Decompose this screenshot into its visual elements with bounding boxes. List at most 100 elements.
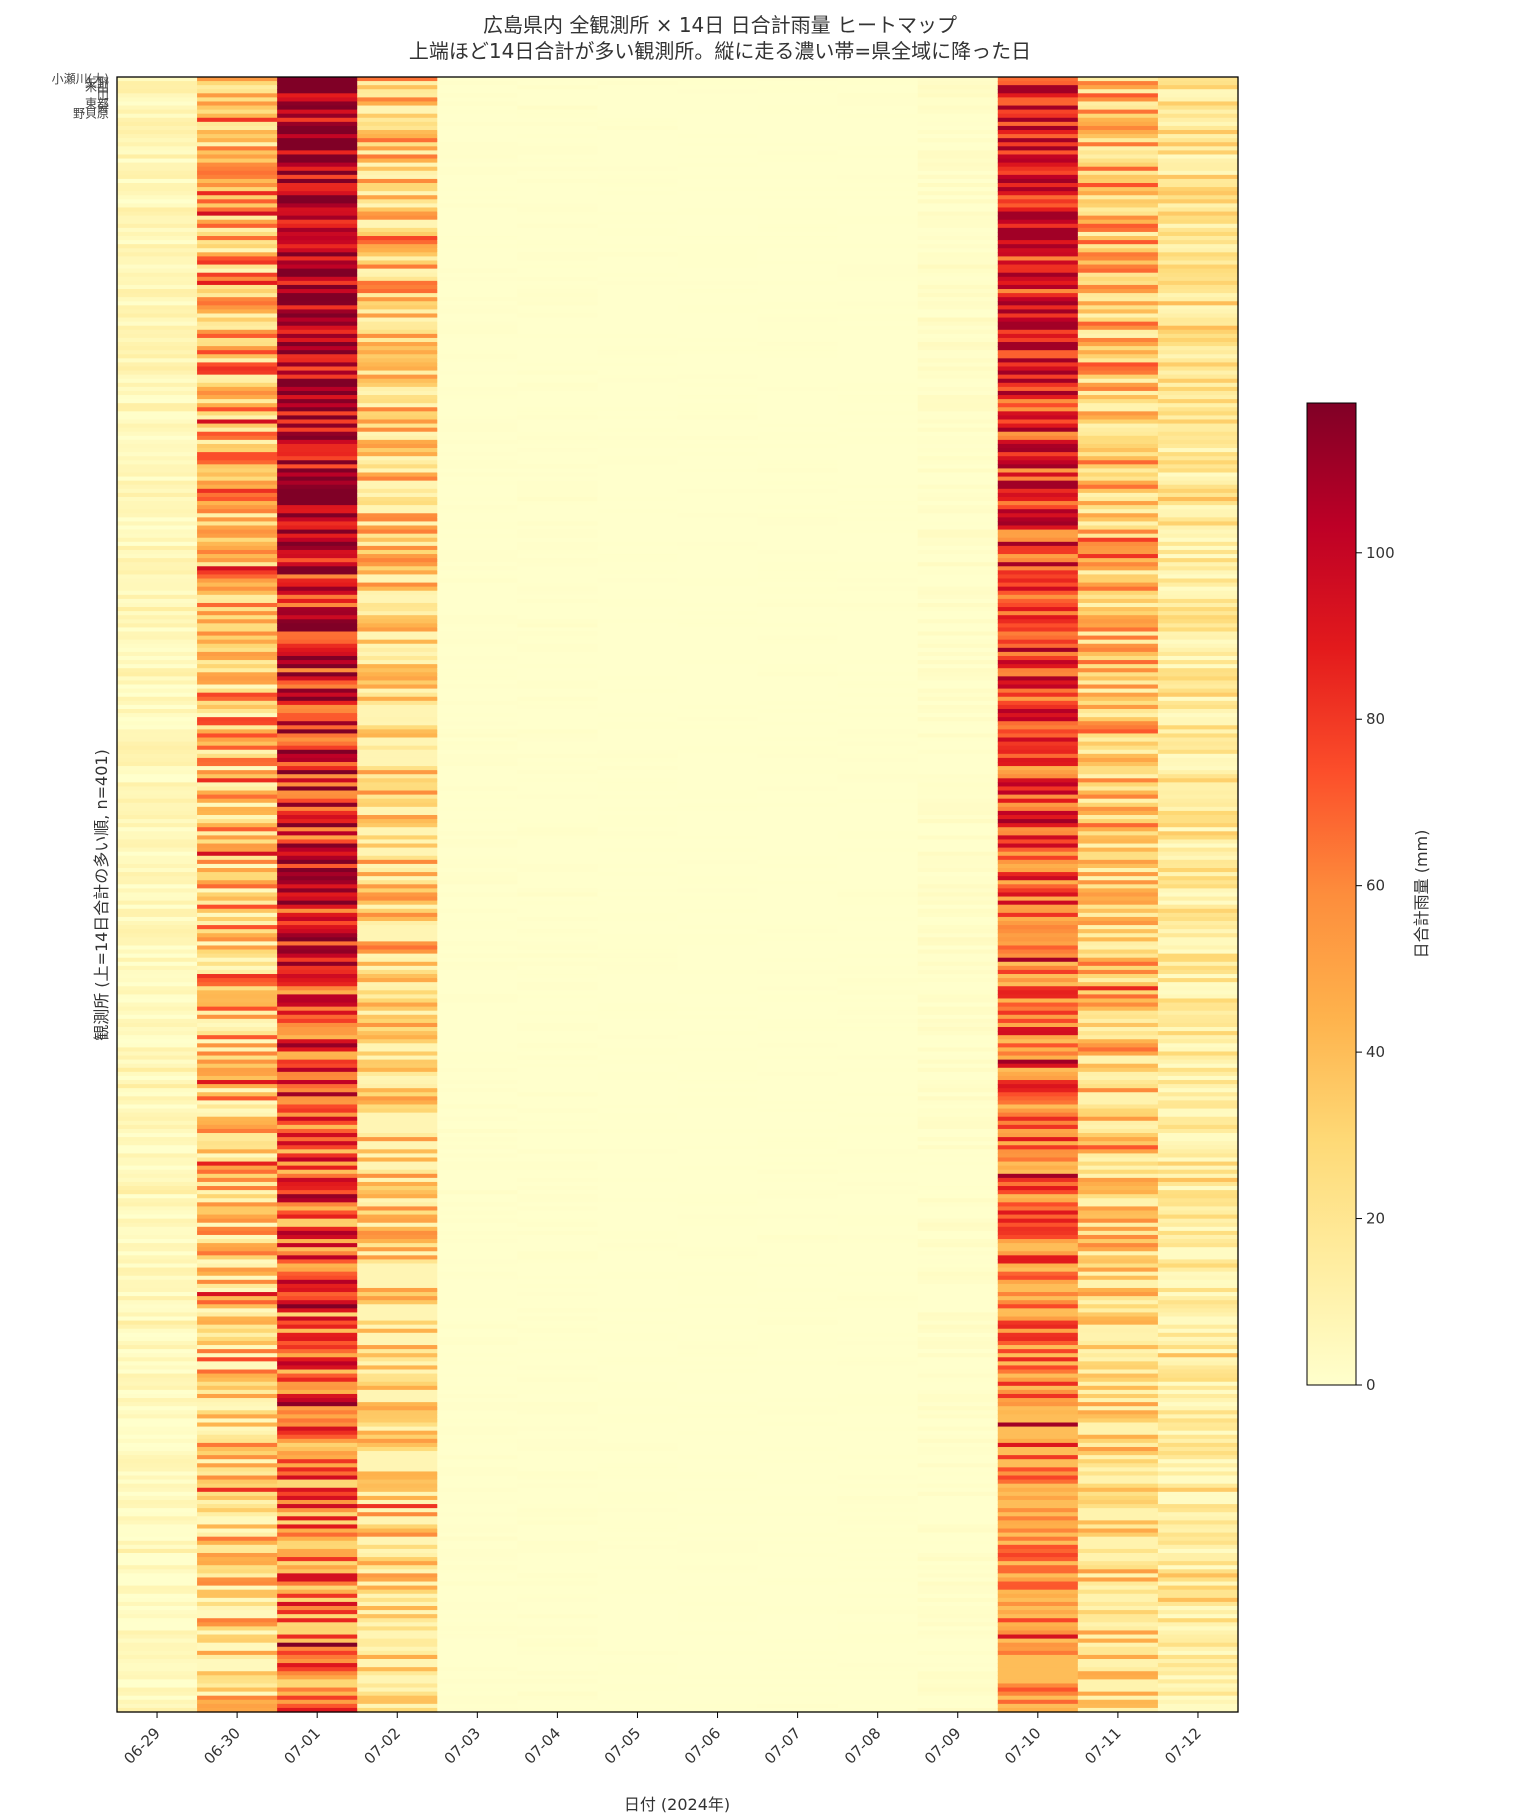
heatmap-cell xyxy=(437,1206,518,1212)
heatmap-cell xyxy=(117,464,198,470)
heatmap-cell xyxy=(677,627,759,633)
heatmap-cell xyxy=(677,223,759,229)
heatmap-cell xyxy=(837,219,919,225)
heatmap-cell xyxy=(677,423,759,429)
heatmap-cell xyxy=(517,97,599,103)
heatmap-cell xyxy=(277,1353,358,1358)
heatmap-cell xyxy=(197,566,278,571)
heatmap-cell xyxy=(357,1287,438,1293)
heatmap-cell xyxy=(597,513,679,518)
heatmap-cell xyxy=(917,415,999,421)
heatmap-cell xyxy=(517,1381,599,1387)
heatmap-cell xyxy=(677,933,759,938)
heatmap-cell xyxy=(437,1247,518,1252)
heatmap-cell xyxy=(757,1561,839,1566)
heatmap-cell xyxy=(117,611,198,616)
heatmap-cell xyxy=(997,1353,1079,1358)
heatmap-cell xyxy=(277,1398,358,1403)
heatmap-cell xyxy=(357,521,438,527)
heatmap-cell xyxy=(757,1243,839,1248)
heatmap-cell xyxy=(357,770,438,775)
heatmap-cell xyxy=(197,835,278,841)
heatmap-cell xyxy=(757,329,839,335)
heatmap-cell xyxy=(197,594,278,600)
heatmap-cell xyxy=(997,317,1079,323)
heatmap-cell xyxy=(117,884,198,889)
heatmap-cell xyxy=(757,1707,839,1713)
heatmap-cell xyxy=(437,1508,518,1513)
heatmap-cell xyxy=(277,313,358,319)
heatmap-cell xyxy=(1077,183,1159,188)
heatmap-cell xyxy=(117,256,198,262)
heatmap-cell xyxy=(917,688,999,694)
heatmap-cell xyxy=(117,1031,198,1036)
heatmap-cell xyxy=(117,929,198,934)
heatmap-cell xyxy=(357,1442,438,1448)
heatmap-cell xyxy=(197,142,278,147)
heatmap-cell xyxy=(597,1385,679,1391)
heatmap-cell xyxy=(917,1483,999,1489)
heatmap-cell xyxy=(837,301,919,306)
heatmap-cell xyxy=(1077,729,1159,735)
heatmap-cell xyxy=(677,847,759,853)
heatmap-cell xyxy=(117,1226,198,1232)
heatmap-cell xyxy=(117,1487,198,1493)
heatmap-cell xyxy=(997,1010,1079,1016)
heatmap-cell xyxy=(117,1389,198,1395)
heatmap-cell xyxy=(997,782,1079,788)
heatmap-cell xyxy=(1077,146,1159,151)
heatmap-cell xyxy=(277,680,358,686)
heatmap-cell xyxy=(677,1679,759,1685)
heatmap-cell xyxy=(917,1084,999,1089)
heatmap-cell xyxy=(437,721,518,726)
heatmap-cell xyxy=(597,1646,679,1652)
heatmap-cell xyxy=(117,814,198,820)
heatmap-cell xyxy=(117,411,198,417)
heatmap-cell xyxy=(597,1389,679,1395)
heatmap-cell xyxy=(197,558,278,563)
heatmap-cell xyxy=(437,598,518,604)
heatmap-cell xyxy=(437,452,518,457)
heatmap-cell xyxy=(437,684,518,690)
heatmap-cell xyxy=(517,366,599,372)
heatmap-cell xyxy=(757,884,839,889)
heatmap-cell xyxy=(357,476,438,482)
heatmap-cell xyxy=(757,1557,839,1562)
heatmap-cell xyxy=(837,1075,919,1081)
heatmap-cell xyxy=(997,480,1079,486)
heatmap-cell xyxy=(677,880,759,885)
heatmap-cell xyxy=(437,696,518,702)
heatmap-cell xyxy=(677,309,759,315)
heatmap-cell xyxy=(917,969,999,975)
heatmap-cell xyxy=(677,513,759,518)
heatmap-cell xyxy=(117,1646,198,1652)
heatmap-cell xyxy=(837,517,919,523)
heatmap-cell xyxy=(277,448,358,453)
heatmap-cell xyxy=(677,1438,759,1444)
heatmap-cell xyxy=(997,664,1079,669)
heatmap-cell xyxy=(757,1100,839,1106)
heatmap-cell xyxy=(517,884,599,889)
heatmap-cell xyxy=(117,468,198,474)
heatmap-cell xyxy=(357,1296,438,1301)
heatmap-cell xyxy=(677,598,759,604)
heatmap-cell xyxy=(917,1426,999,1432)
heatmap-cell xyxy=(837,505,919,510)
heatmap-cell xyxy=(997,411,1079,417)
heatmap-cell xyxy=(437,1133,518,1138)
heatmap-cell xyxy=(357,639,438,645)
heatmap-cell xyxy=(437,517,518,523)
heatmap-cell xyxy=(197,1222,278,1228)
heatmap-cell xyxy=(517,1181,599,1187)
heatmap-cell xyxy=(117,639,198,645)
heatmap-cell xyxy=(277,1243,358,1248)
heatmap-cell xyxy=(597,1239,679,1244)
heatmap-cell xyxy=(997,876,1079,881)
heatmap-cell xyxy=(277,651,358,657)
heatmap-cell xyxy=(837,411,919,417)
heatmap-cell xyxy=(757,484,839,490)
heatmap-cell xyxy=(917,1328,999,1334)
heatmap-cell xyxy=(997,998,1079,1004)
heatmap-cell xyxy=(837,1406,919,1411)
heatmap-cell xyxy=(757,745,839,751)
